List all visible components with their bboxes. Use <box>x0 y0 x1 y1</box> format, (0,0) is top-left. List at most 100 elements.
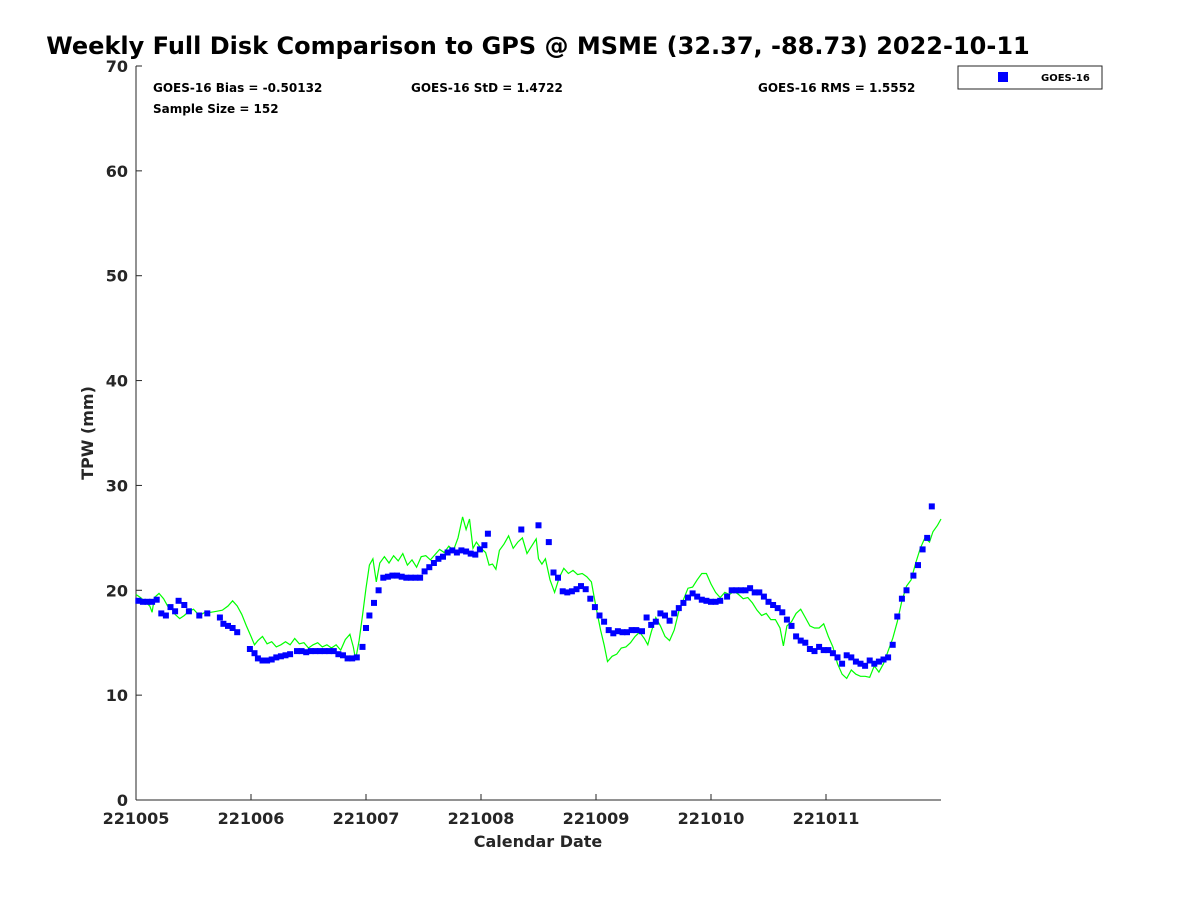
goes16-marker <box>633 627 640 634</box>
goes16-marker <box>426 564 433 571</box>
goes16-marker <box>671 610 678 617</box>
goes16-marker <box>481 542 488 549</box>
goes16-marker <box>484 530 491 537</box>
goes16-marker <box>747 585 754 592</box>
goes16-marker <box>806 646 813 652</box>
goes16-marker <box>277 653 284 660</box>
goes16-marker <box>724 593 731 600</box>
x-tick-label: 221007 <box>333 809 400 828</box>
goes16-marker <box>596 612 603 619</box>
goes16-marker <box>811 648 818 655</box>
goes16-marker <box>862 662 869 669</box>
goes16-marker <box>135 597 142 604</box>
goes16-marker <box>774 605 781 612</box>
goes16-marker <box>910 572 917 579</box>
goes16-marker <box>587 595 594 602</box>
goes16-marker <box>694 593 701 600</box>
goes16-marker <box>928 503 935 510</box>
goes16-marker <box>407 574 414 581</box>
goes16-marker <box>555 574 561 581</box>
goes16-marker <box>344 655 351 662</box>
goes16-marker <box>518 526 525 533</box>
goes16-marker <box>675 605 682 612</box>
goes16-marker <box>788 622 795 629</box>
goes16-marker <box>662 612 668 619</box>
rms-stat: GOES-16 RMS = 1.5552 <box>758 81 915 95</box>
x-axis-label: Calendar Date <box>474 832 603 851</box>
goes16-marker <box>915 562 921 569</box>
goes16-marker <box>770 602 777 608</box>
goes16-marker <box>894 613 901 620</box>
gps-line <box>135 516 942 680</box>
goes16-marker <box>421 568 428 575</box>
goes16-marker <box>216 614 223 621</box>
goes16-marker <box>559 588 566 595</box>
goes16-marker <box>737 587 744 594</box>
goes16-marker <box>294 648 300 655</box>
goes16-marker <box>254 655 261 662</box>
goes16-marker <box>628 627 635 634</box>
goes16-marker <box>185 608 192 615</box>
goes16-marker <box>903 587 910 594</box>
goes16-marker <box>264 657 271 664</box>
std-stat: GOES-16 StD = 1.4722 <box>411 81 563 95</box>
goes16-marker <box>816 643 823 650</box>
goes16-marker <box>797 637 804 644</box>
x-tick-label: 221008 <box>448 809 515 828</box>
goes16-marker <box>467 550 474 557</box>
goes16-marker <box>898 595 905 602</box>
goes16-marker <box>268 656 275 663</box>
goes16-marker <box>708 598 714 605</box>
x-tick-label: 221006 <box>218 809 285 828</box>
goes16-marker <box>639 628 645 635</box>
goes16-marker <box>924 534 931 541</box>
goes16-marker <box>728 587 735 594</box>
goes16-marker <box>153 596 160 603</box>
goes16-marker <box>779 609 786 616</box>
goes16-marker <box>885 654 892 661</box>
goes16-marker <box>610 630 617 637</box>
goes16-marker <box>712 598 719 605</box>
goes16-marker <box>880 656 887 663</box>
goes16-marker <box>144 598 151 605</box>
goes16-marker <box>614 628 621 635</box>
y-tick-label: 0 <box>117 791 128 810</box>
goes16-marker <box>229 625 236 631</box>
goes16-marker <box>751 589 758 596</box>
goes16-marker <box>158 610 165 617</box>
goes16-marker <box>273 654 280 661</box>
goes16-marker <box>624 629 630 636</box>
goes16-marker <box>363 625 369 631</box>
goes16-marker <box>825 647 832 654</box>
goes16-marker <box>568 588 575 595</box>
x-tick-label: 221005 <box>103 809 170 828</box>
goes16-marker <box>652 618 659 625</box>
goes16-marker <box>834 654 841 661</box>
goes16-marker <box>839 660 846 667</box>
goes16-marker <box>196 612 203 619</box>
goes16-marker <box>535 522 542 529</box>
chart-title: Weekly Full Disk Comparison to GPS @ MSM… <box>46 32 1029 60</box>
goes16-marker <box>657 610 664 617</box>
goes16-marker <box>453 549 460 556</box>
x-tick-label: 221009 <box>563 809 630 828</box>
goes16-marker <box>251 650 258 657</box>
goes16-marker <box>172 608 179 615</box>
goes16-marker <box>848 654 855 661</box>
goes16-marker <box>866 657 873 664</box>
goes16-marker <box>760 593 767 600</box>
goes16-marker <box>875 658 882 665</box>
goes16-marker <box>545 539 552 546</box>
goes16-marker <box>303 649 310 656</box>
goes16-marker <box>857 660 864 667</box>
goes16-marker <box>605 627 612 634</box>
goes16-marker <box>181 602 188 608</box>
goes16-marker <box>353 654 360 661</box>
goes16-marker <box>703 597 710 604</box>
goes16-marker <box>384 573 391 580</box>
x-tick-label: 221011 <box>793 809 860 828</box>
goes16-marker <box>307 648 314 655</box>
x-ticks: 221005 221006 221007 221008 221009 221010 2210… <box>103 794 860 828</box>
y-tick-label: 10 <box>106 686 128 705</box>
goes16-marker <box>717 597 724 604</box>
